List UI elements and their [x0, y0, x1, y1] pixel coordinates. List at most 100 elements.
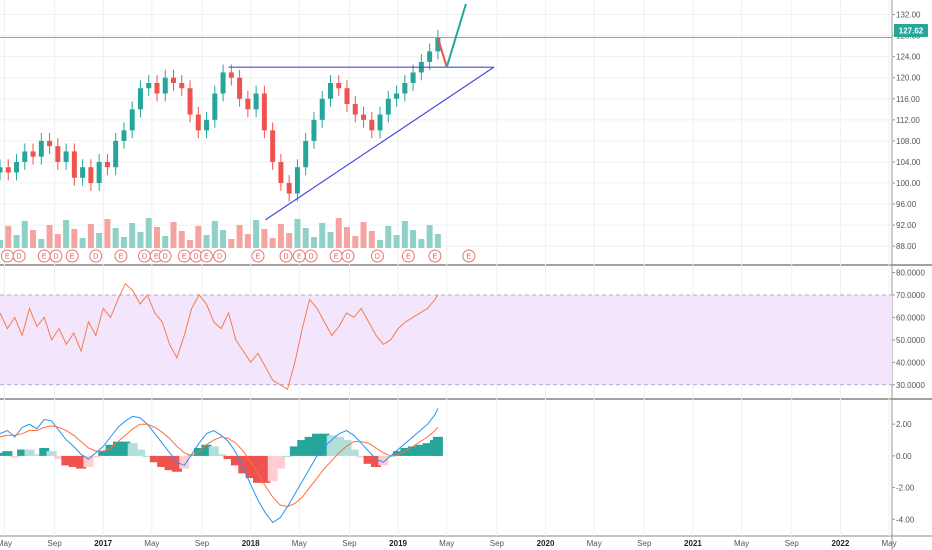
time-tick-label: May	[439, 539, 454, 548]
event-marker-label: E	[297, 254, 302, 261]
macd-histogram-bar	[83, 455, 94, 467]
time-tick-label: May	[734, 539, 749, 548]
volume-bar	[426, 225, 433, 248]
price-tick-label: 92.00	[896, 221, 917, 230]
rsi-tick-label: 40.0000	[896, 358, 925, 367]
event-marker	[158, 249, 172, 263]
macd-histogram-bar	[135, 449, 146, 456]
candle-body	[71, 151, 77, 178]
rsi-overbought-band	[0, 294, 892, 385]
macd-histogram-bar	[17, 449, 28, 456]
candle-body	[319, 98, 325, 120]
volume-bar	[178, 231, 185, 248]
candle-body	[385, 98, 391, 115]
macd-histogram-bar	[201, 444, 212, 456]
time-tick-label: Sep	[490, 539, 505, 548]
macd-histogram-bar	[238, 455, 249, 474]
macd-histogram-bar	[400, 447, 411, 456]
event-marker-label: D	[163, 254, 168, 261]
macd-histogram-bar	[370, 455, 381, 467]
macd-histogram-bar	[393, 451, 404, 456]
volume-bar	[187, 240, 194, 248]
candle-body	[228, 72, 234, 78]
time-tick-label: 2017	[94, 539, 112, 548]
volume-bar	[195, 226, 202, 248]
candle-body	[187, 88, 193, 115]
rsi-panel[interactable]	[0, 282, 892, 391]
volume-bar	[335, 218, 342, 248]
macd-histogram-bar	[432, 436, 443, 456]
event-marker	[428, 249, 442, 263]
macd-histogram-bar	[127, 443, 138, 456]
volume-bar	[418, 239, 425, 248]
candle-body	[22, 151, 28, 162]
price-tick-label: 88.00	[896, 242, 917, 251]
candle-body	[278, 161, 284, 184]
event-marker-label: E	[5, 254, 10, 261]
candle-body	[336, 82, 342, 89]
rsi-tick-label: 60.0000	[896, 313, 925, 322]
candle-body	[344, 88, 350, 105]
macd-histogram-bar	[348, 449, 359, 456]
macd-histogram-bar	[230, 455, 241, 466]
macd-histogram-bar	[90, 455, 101, 458]
price-tick-label: 112.00	[896, 116, 920, 125]
event-marker-label: E	[204, 254, 209, 261]
time-tick-label: May	[881, 539, 896, 548]
candle-body	[129, 109, 135, 131]
candle-body	[154, 82, 160, 94]
candle-body	[162, 77, 168, 94]
trendline	[265, 66, 495, 221]
macd-histogram-bar	[9, 455, 20, 458]
time-tick-label: 2022	[831, 539, 849, 548]
candle-body	[361, 114, 367, 120]
candle-body	[113, 140, 119, 168]
candle-body	[427, 51, 433, 62]
price-tick-label: 132.00	[896, 11, 921, 20]
volume-bar	[360, 222, 367, 248]
volume-bar	[46, 225, 53, 248]
macd-histogram-bar	[245, 455, 256, 479]
event-marker-label: D	[53, 254, 58, 261]
macd-histogram-bar	[282, 455, 293, 457]
volume-bar	[5, 226, 12, 248]
volume-bar	[137, 232, 144, 248]
candle-body	[63, 151, 69, 162]
projection-arrow	[445, 3, 467, 68]
rsi-tick-label: 80.0000	[896, 268, 925, 277]
macd-histogram-bar	[363, 455, 374, 464]
candle-body	[369, 119, 375, 131]
volume-bar	[13, 235, 20, 248]
macd-histogram-bar	[179, 455, 190, 469]
volume-bar	[112, 228, 119, 248]
event-marker	[279, 249, 293, 263]
candle-body	[204, 119, 210, 131]
time-tick-label: 2018	[242, 539, 260, 548]
candle-body	[410, 72, 416, 83]
macd-histogram-bar	[260, 455, 271, 483]
macd-histogram-bar	[46, 451, 57, 456]
candle-body	[121, 130, 127, 141]
event-marker	[213, 249, 227, 263]
macd-tick-label: 0.00	[896, 452, 912, 461]
macd-tick-label: 2.00	[896, 420, 912, 429]
macd-histogram-bar	[171, 455, 182, 472]
volume-bar	[104, 219, 111, 248]
volume-bar	[393, 235, 400, 248]
candle-body	[294, 167, 300, 194]
macd-histogram-bar	[253, 455, 264, 483]
volume-bar	[0, 240, 3, 248]
volume-bar	[170, 222, 177, 248]
macd-histogram-bar	[112, 441, 123, 456]
candle-body	[96, 161, 102, 184]
volume-bar	[434, 234, 441, 248]
macd-histogram-bar	[304, 436, 315, 456]
macd-panel[interactable]	[0, 408, 443, 524]
macd-histogram-bar	[407, 446, 418, 456]
candle-body	[104, 161, 110, 168]
candle-body	[14, 161, 20, 173]
price-tick-label: 124.00	[896, 53, 921, 62]
macd-tick-label: -2.00	[896, 484, 915, 493]
